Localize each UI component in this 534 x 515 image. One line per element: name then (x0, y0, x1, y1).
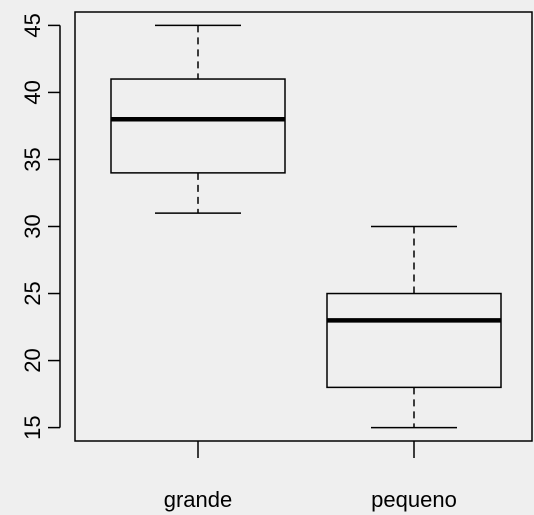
box-iqr (326, 292, 502, 389)
y-tick-label: 45 (20, 13, 45, 37)
y-tick-label: 25 (20, 281, 45, 305)
y-tick-label: 40 (20, 80, 45, 104)
boxes (110, 24, 502, 429)
x-tick-label: grande (164, 487, 233, 512)
box-iqr (110, 78, 286, 174)
x-tick-label: pequeno (371, 487, 457, 512)
y-tick-label: 15 (20, 415, 45, 439)
plot-frame (74, 11, 533, 442)
y-axis: 15 20 25 30 35 40 45 (20, 13, 61, 440)
box-grande (110, 24, 286, 214)
x-axis: grande pequeno (164, 441, 457, 512)
y-tick-label: 35 (20, 147, 45, 171)
y-tick-label: 30 (20, 214, 45, 238)
box-pequeno (326, 225, 502, 429)
y-tick-label: 20 (20, 348, 45, 372)
